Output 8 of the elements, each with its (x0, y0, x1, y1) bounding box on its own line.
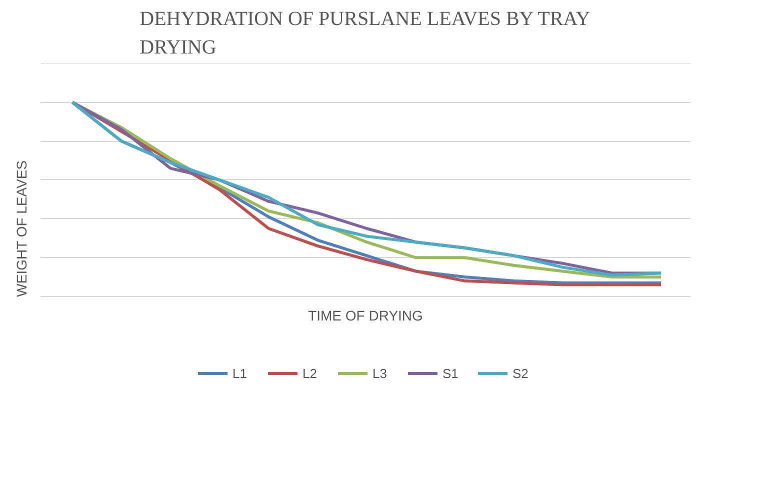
legend-label: S2 (512, 366, 530, 380)
chart-title: DEHYDRATION OF PURSLANE LEAVES BY TRAY DRYING (140, 8, 590, 58)
legend-label: L1 (232, 366, 248, 380)
x-axis-title: TIME OF DRYING (308, 308, 423, 324)
legend-label: L3 (372, 366, 388, 380)
legend-label: L2 (302, 366, 318, 380)
legend-label: S1 (442, 366, 460, 380)
y-axis-title: WEIGHT OF LEAVES (14, 160, 30, 297)
